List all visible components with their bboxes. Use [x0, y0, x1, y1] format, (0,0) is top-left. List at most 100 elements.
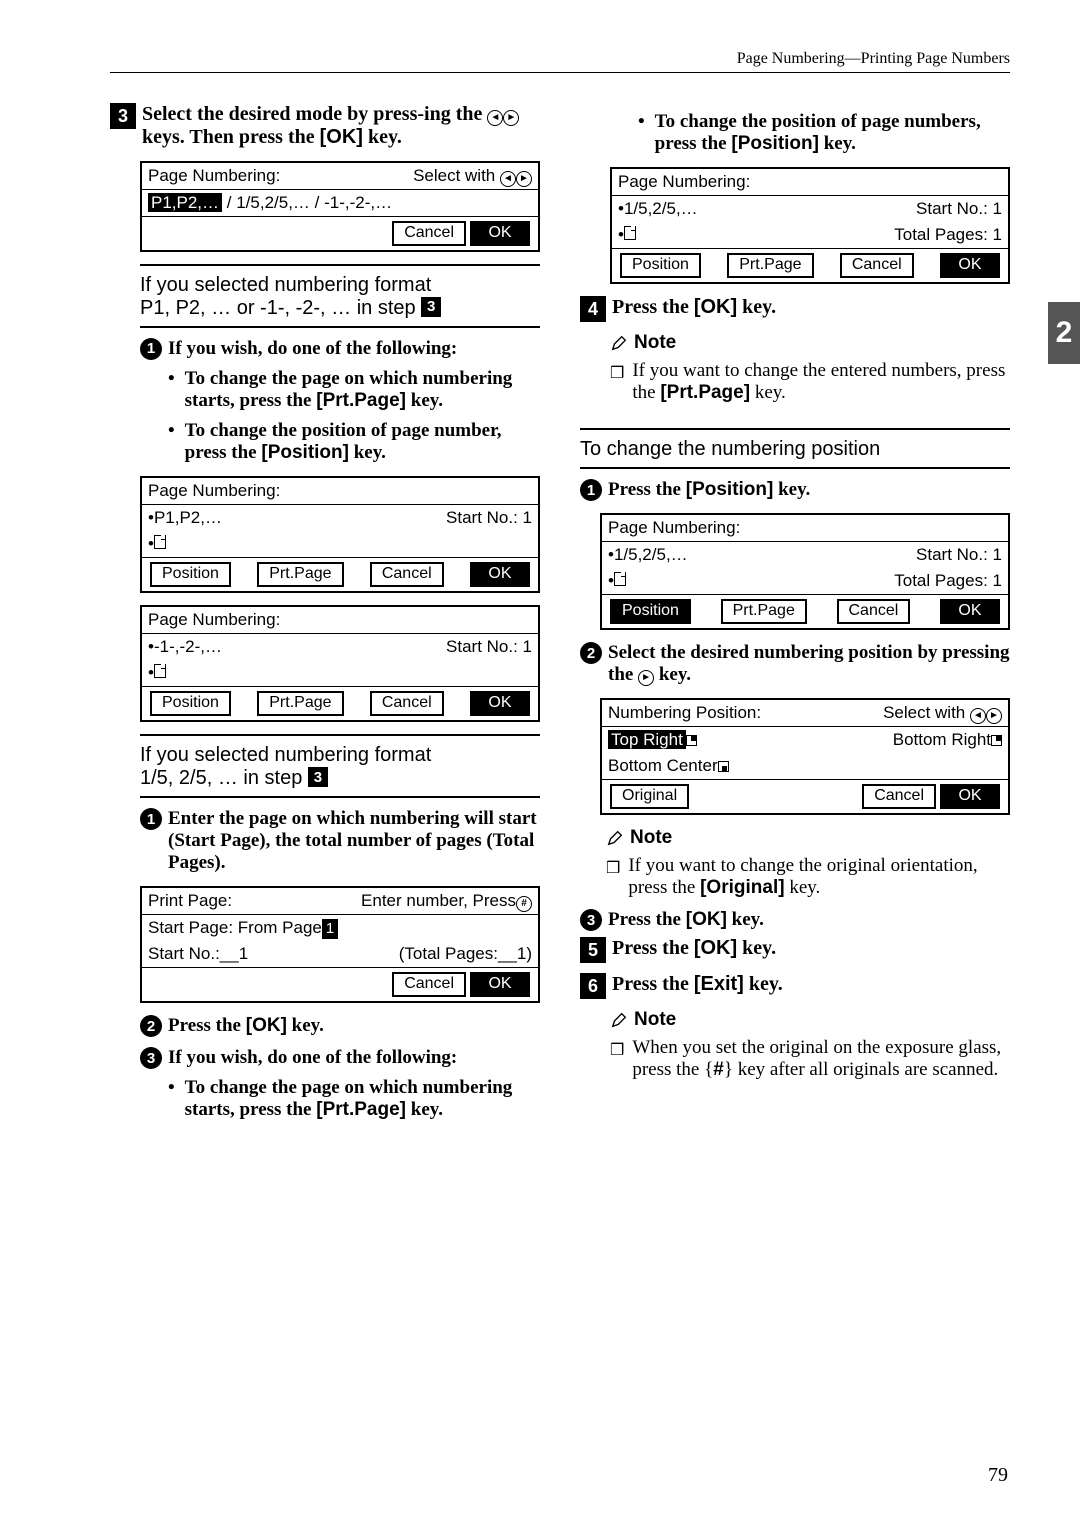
t: Page Numbering: — [148, 609, 280, 631]
ok-button[interactable]: OK — [470, 221, 530, 246]
t: Note — [634, 332, 676, 354]
step-number-6: 6 — [580, 973, 606, 999]
lcd-display-2: Page Numbering: •P1,P2,…Start No.: 1 • P… — [140, 476, 540, 593]
t: key after all originals are scanned. — [733, 1059, 998, 1080]
chapter-tab: 2 — [1048, 302, 1080, 364]
t: keys. Then press the — [142, 126, 320, 148]
t: •1/5,2/5,… — [608, 544, 688, 566]
t: Start No.: 1 — [916, 198, 1002, 220]
lcd-display-3: Page Numbering: •-1-,-2-,…Start No.: 1 •… — [140, 605, 540, 722]
right-arrow-icon: ► — [638, 670, 654, 686]
arrow-icon: ► — [986, 708, 1002, 724]
t: key. — [406, 390, 443, 411]
key: [Prt.Page] — [316, 1099, 406, 1120]
step-6: 6 Press the [Exit] key. — [580, 973, 1010, 999]
doc-icon — [154, 664, 166, 678]
t: Press the — [612, 296, 694, 318]
condition-1: If you selected numbering formatP1, P2, … — [140, 274, 540, 320]
cancel-button[interactable]: Cancel — [862, 784, 936, 809]
t: key. — [819, 133, 856, 154]
position-button[interactable]: Position — [150, 562, 231, 587]
note-heading: Note — [610, 332, 1010, 354]
position-button[interactable]: Position — [150, 691, 231, 716]
right-column: To change the position of page numbers, … — [580, 103, 1010, 1129]
cancel-button[interactable]: Cancel — [837, 599, 911, 624]
key: [Po­sition] — [731, 133, 819, 154]
lcd-display-4: Print Page:Enter number, Press# Start Pa… — [140, 886, 540, 1003]
key: [OK] — [246, 1015, 287, 1036]
position-button[interactable]: Position — [620, 253, 701, 278]
t: key. — [737, 937, 776, 959]
ok-button[interactable]: OK — [470, 562, 530, 587]
prtpage-button[interactable]: Prt.Page — [257, 691, 343, 716]
key: [Posi­tion] — [261, 442, 349, 463]
left-arrow-icon: ◄ — [487, 110, 503, 126]
t: / 1/5,2/5,… / -1-,-2-,… — [222, 193, 392, 212]
t: Bottom Center — [608, 756, 718, 775]
t: (Total Pages:__1) — [399, 943, 532, 965]
t: key. — [727, 909, 764, 930]
t: Top Right — [608, 730, 686, 749]
t: Press the — [612, 973, 694, 995]
t: Press the — [612, 937, 694, 959]
substep-1: 1 — [140, 338, 162, 360]
hash-key: # — [713, 1059, 724, 1080]
t: key. — [287, 1015, 324, 1036]
ok-key: [OK] — [320, 126, 363, 148]
step-number-3: 3 — [110, 103, 136, 129]
ok-button[interactable]: OK — [940, 253, 1000, 278]
cancel-button[interactable]: Cancel — [840, 253, 914, 278]
t: key. — [363, 126, 402, 148]
t: •-1-,-2-,… — [148, 636, 222, 658]
t: Note — [630, 827, 672, 849]
original-button[interactable]: Original — [610, 784, 689, 809]
cancel-button[interactable]: Cancel — [392, 972, 466, 997]
t: ing the — [424, 103, 487, 125]
t: key. — [744, 973, 783, 995]
pencil-icon — [606, 829, 624, 847]
bullet: To change the position of page numbers, … — [638, 111, 1010, 155]
arrow-icon: ◄ — [500, 171, 516, 187]
t: Total Pages: 1 — [894, 570, 1002, 592]
section-heading: To change the numbering position — [580, 438, 1010, 461]
pencil-icon — [610, 1011, 628, 1029]
arrow-icon: ► — [516, 171, 532, 187]
key: [Prt.Page] — [660, 382, 750, 403]
t: Start No.: 1 — [446, 636, 532, 658]
key: [Exit] — [694, 973, 744, 995]
t: key. — [785, 877, 821, 898]
ok-button[interactable]: OK — [470, 972, 530, 997]
substep-3: 3 — [140, 1047, 162, 1069]
condition-2: If you selected numbering format1/5, 2/5… — [140, 744, 540, 790]
t: key. — [349, 442, 386, 463]
key: [OK] — [686, 909, 727, 930]
cancel-button[interactable]: Cancel — [370, 562, 444, 587]
ref-step: 3 — [308, 767, 328, 787]
cancel-button[interactable]: Cancel — [370, 691, 444, 716]
prtpage-button[interactable]: Prt.Page — [257, 562, 343, 587]
substep-2: 2 — [580, 642, 602, 664]
substep-1: 1 — [580, 479, 602, 501]
t: Bottom Right — [893, 730, 991, 749]
t: Select with — [883, 703, 970, 722]
ok-button[interactable]: OK — [470, 691, 530, 716]
bullet: To change the page on which numbering st… — [168, 368, 540, 412]
t: key. — [654, 664, 691, 685]
ok-button[interactable]: OK — [940, 599, 1000, 624]
note-heading: Note — [606, 827, 1010, 849]
pos-icon — [686, 735, 697, 746]
t: Start Page: From Page — [148, 918, 322, 937]
t: Select with — [413, 166, 500, 185]
position-button[interactable]: Position — [610, 599, 691, 624]
t: If you wish, do one of the fol­lowing: — [168, 338, 540, 360]
t: •P1,P2,… — [148, 507, 222, 529]
cancel-button[interactable]: Cancel — [392, 221, 466, 246]
ok-button[interactable]: OK — [940, 784, 1000, 809]
hash-icon: # — [516, 896, 532, 912]
t: •1/5,2/5,… — [618, 198, 698, 220]
t: key. — [406, 1099, 443, 1120]
doc-icon — [154, 535, 166, 549]
step-number-4: 4 — [580, 296, 606, 322]
prtpage-button[interactable]: Prt.Page — [721, 599, 807, 624]
prtpage-button[interactable]: Prt.Page — [727, 253, 813, 278]
